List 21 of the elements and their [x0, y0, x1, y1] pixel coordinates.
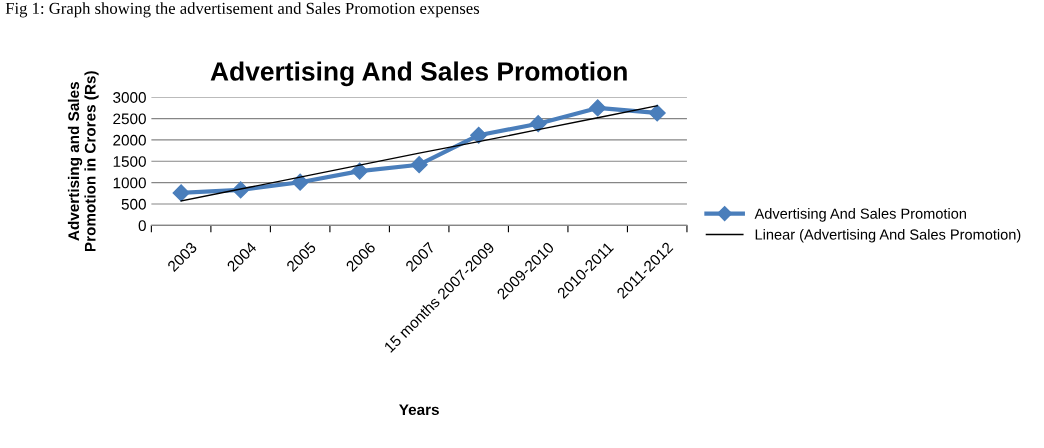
point — [648, 104, 666, 122]
y-tick-label: 1500 — [113, 156, 146, 167]
x-axis-title: Years — [399, 404, 439, 416]
y-tick-label: 1000 — [113, 177, 146, 189]
legend-label: Advertising And Sales Promotion — [754, 208, 966, 222]
point — [291, 173, 309, 191]
point — [470, 126, 488, 144]
point — [172, 184, 190, 202]
point — [410, 156, 428, 174]
y-tick-label: 2500 — [113, 113, 146, 125]
legend-label: Linear (Advertising And Sales Promotion) — [755, 228, 1021, 243]
y-tick-label: 2000 — [113, 134, 146, 146]
y-tick-label: 0 — [138, 220, 146, 232]
y-tick-label: 500 — [121, 198, 146, 210]
caption: Fig 1: Graph showing the advertisement and Sales Promotion expenses — [5, 2, 480, 18]
y-tick-label: 3000 — [113, 92, 146, 103]
point — [529, 115, 547, 133]
point — [589, 99, 607, 117]
y-axis-title: Advertising and Sales Promotion in Crores (Rs) — [67, 71, 99, 252]
chart-title: Advertising And Sales Promotion — [210, 61, 627, 87]
point — [351, 162, 369, 180]
